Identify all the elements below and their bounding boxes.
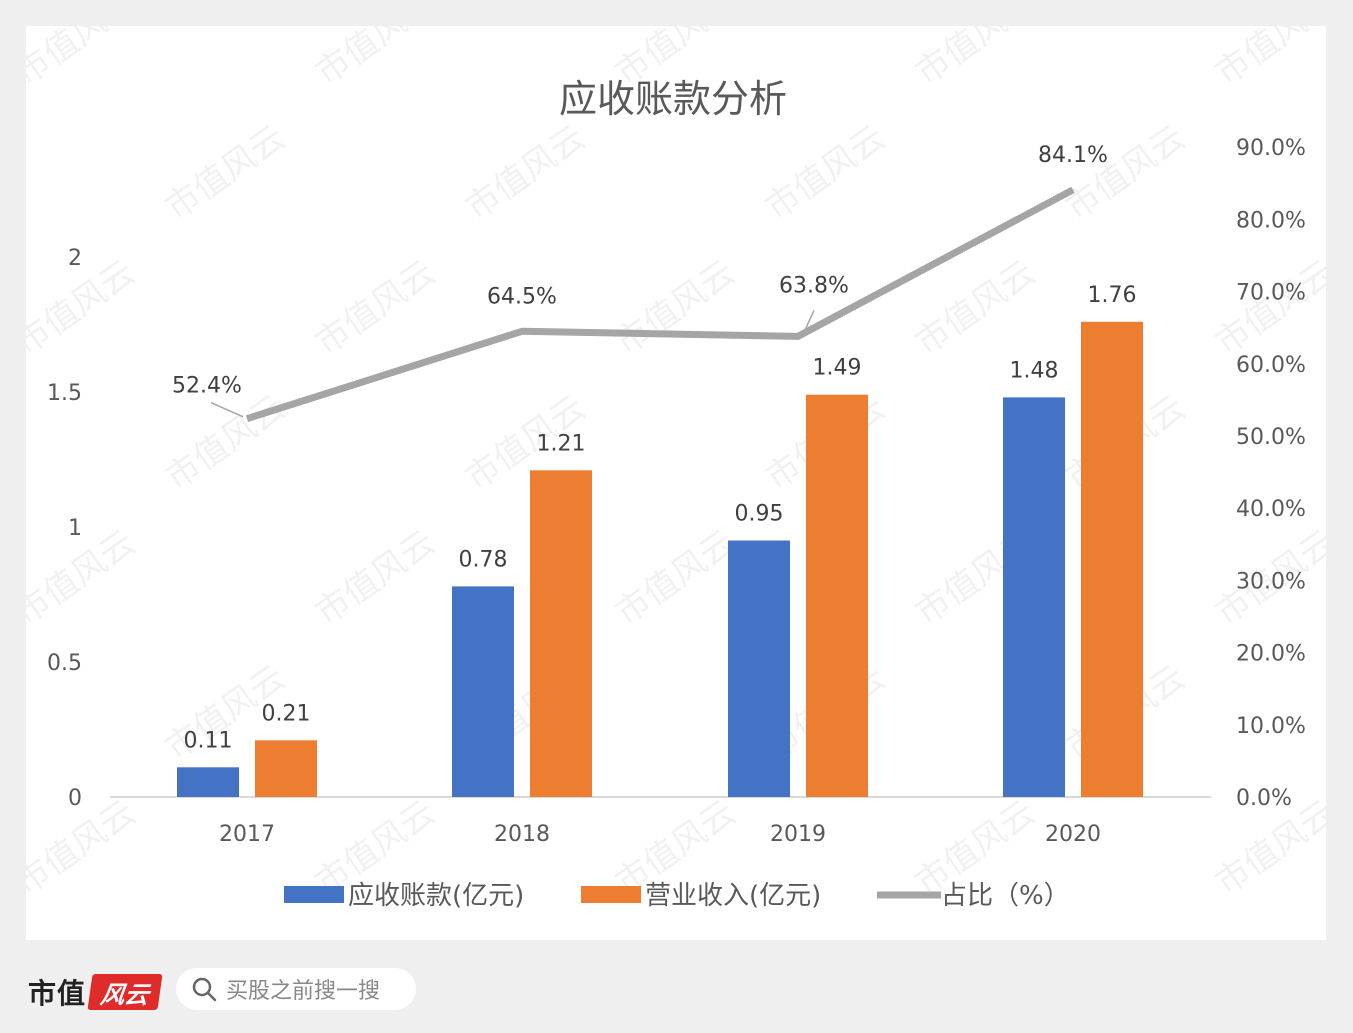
search-icon [192, 977, 217, 1002]
ratio-value-label: 84.1% [1038, 143, 1108, 168]
left-axis-tick: 2 [68, 246, 82, 271]
watermark-text: 市值风云 [608, 253, 742, 364]
search-box[interactable]: 买股之前搜一搜 [176, 968, 416, 1010]
watermark-text: 市值风云 [158, 388, 292, 499]
leader-line [803, 310, 815, 333]
chart-title: 应收账款分析 [559, 77, 787, 121]
bar-revenue [806, 394, 868, 797]
ratio-value-label: 64.5% [487, 284, 557, 309]
left-axis-tick: 1 [68, 516, 82, 541]
x-axis-tick: 2020 [1045, 822, 1101, 847]
leader-line [210, 401, 244, 418]
bar-receivables [728, 540, 790, 797]
left-axis-tick: 0 [68, 786, 82, 811]
watermark-text: 市值风云 [608, 523, 742, 634]
watermark-text: 市值风云 [758, 118, 892, 229]
right-axis-tick: 60.0% [1236, 353, 1306, 378]
right-axis-tick: 20.0% [1236, 642, 1306, 667]
ratio-value-label: 52.4% [172, 374, 242, 399]
bar-value-label: 0.11 [184, 728, 233, 753]
right-axis-tick: 80.0% [1236, 208, 1306, 233]
right-axis-tick: 90.0% [1236, 136, 1306, 161]
right-axis-tick: 30.0% [1236, 569, 1306, 594]
legend-swatch [581, 886, 641, 903]
bar-revenue [1081, 321, 1143, 797]
bar-value-label: 1.21 [537, 431, 586, 456]
watermark-text: 市值风云 [26, 793, 143, 904]
watermark-text: 市值风云 [308, 26, 442, 93]
watermark-text: 市值风云 [1058, 118, 1192, 229]
ratio-value-label: 63.8% [779, 273, 849, 298]
bar-value-label: 0.21 [262, 701, 311, 726]
x-axis-tick: 2018 [494, 822, 550, 847]
right-axis-tick: 50.0% [1236, 425, 1306, 450]
watermark-text: 市值风云 [158, 118, 292, 229]
watermark-text: 市值风云 [26, 253, 143, 364]
left-axis-tick: 1.5 [47, 381, 82, 406]
x-axis-tick: 2019 [770, 822, 826, 847]
watermark-text: 市值风云 [458, 118, 592, 229]
brand-mark: 风云 [87, 974, 163, 1010]
bar-receivables [1003, 397, 1065, 797]
right-axis-tick: 0.0% [1236, 786, 1292, 811]
right-axis-tick: 10.0% [1236, 714, 1306, 739]
watermark-text: 市值风云 [26, 523, 143, 634]
bar-value-label: 0.78 [459, 547, 508, 572]
watermark-text: 市值风云 [1208, 253, 1326, 364]
bar-receivables [177, 767, 239, 797]
bar-receivables [452, 586, 514, 797]
chart-card: 市值风云 市值风云 市值风云 市值风云 市值风云 市值风云 市值风云 市值风云 市值风云 市值风云… [26, 26, 1326, 940]
bar-value-label: 1.48 [1010, 358, 1059, 383]
ratio-line-path [245, 186, 1075, 423]
bar-value-label: 0.95 [735, 502, 784, 527]
legend-swatch [284, 886, 344, 903]
right-axis-tick: 70.0% [1236, 281, 1306, 306]
legend-label: 占比（%） [941, 881, 1070, 911]
left-axis-tick: 0.5 [47, 651, 82, 676]
brand-logo[interactable]: 市值 风云 [28, 972, 163, 1012]
ratio-line [245, 186, 1075, 423]
footer-bar: 市值 风云 买股之前搜一搜 [0, 950, 1353, 1033]
data-labels: 0.11 0.78 0.95 1.48 0.21 1.21 1.49 1.76 52.4% 64.… [172, 143, 1136, 754]
x-axis-tick: 2017 [219, 822, 275, 847]
watermark-text: 市值风云 [308, 523, 442, 634]
watermark-text: 市值风云 [908, 26, 1042, 93]
watermark-text: 市值风云 [308, 253, 442, 364]
legend: 应收账款(亿元) 营业收入(亿元) 占比（%） [284, 881, 1070, 911]
watermark-text: 市值风云 [1208, 26, 1326, 93]
right-axis-tick: 40.0% [1236, 497, 1306, 522]
brand-text: 市值 [28, 977, 87, 1010]
legend-label: 营业收入(亿元) [645, 881, 821, 911]
bar-revenue [255, 740, 317, 797]
bars [177, 321, 1143, 797]
bar-revenue [530, 470, 592, 797]
bar-value-label: 1.49 [813, 356, 862, 381]
legend-label: 应收账款(亿元) [348, 881, 524, 911]
bar-value-label: 1.76 [1088, 283, 1137, 308]
watermark-text: 市值风云 [26, 26, 143, 93]
axes: 00.511.520.0%10.0%20.0%30.0%40.0%50.0%60… [47, 136, 1306, 847]
search-placeholder: 买股之前搜一搜 [226, 979, 381, 1004]
